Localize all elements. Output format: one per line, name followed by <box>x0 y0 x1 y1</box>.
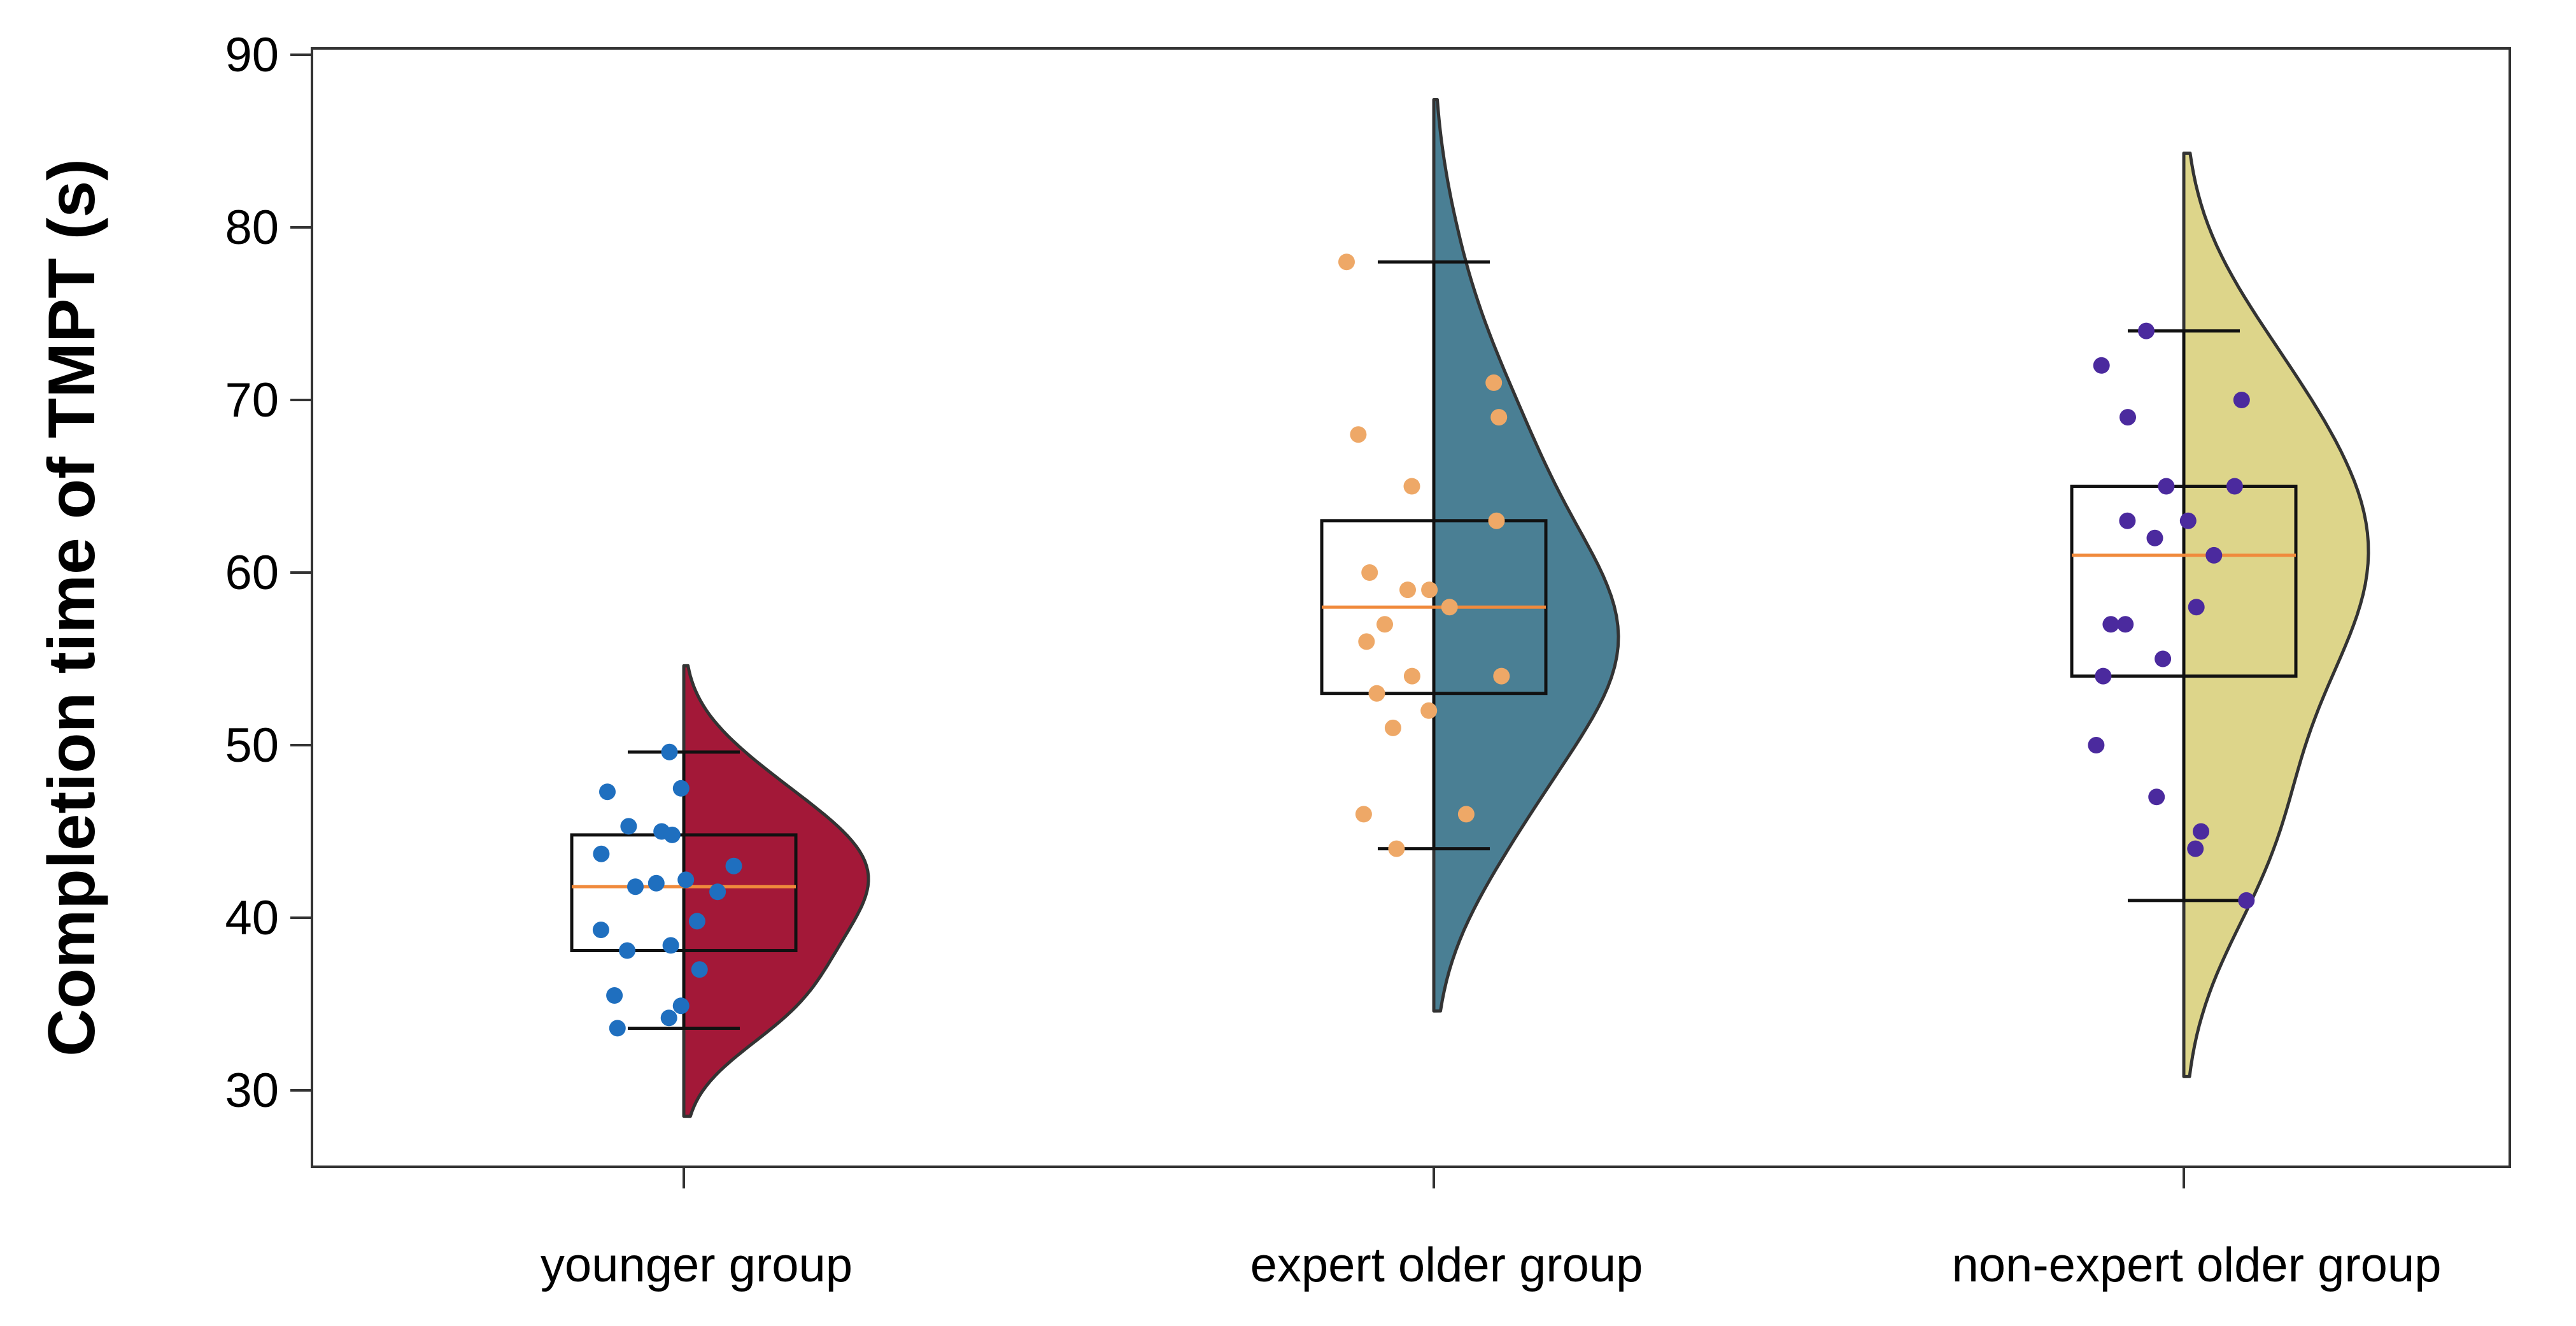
data-point <box>2205 546 2223 564</box>
data-point <box>593 845 610 862</box>
data-point <box>688 913 705 930</box>
data-point <box>677 871 695 888</box>
box-iqr <box>570 833 798 952</box>
data-point <box>672 997 690 1015</box>
data-point <box>1384 719 1401 736</box>
data-point <box>2102 616 2120 633</box>
data-point <box>2179 512 2197 529</box>
points-layer <box>592 253 2255 1037</box>
data-point <box>660 1009 677 1027</box>
data-point <box>2146 529 2163 546</box>
data-point <box>1490 409 1508 426</box>
data-point <box>1441 599 1458 616</box>
data-point <box>1358 633 1375 650</box>
data-point <box>1368 685 1385 702</box>
data-point <box>1403 478 1420 495</box>
data-point <box>2233 392 2250 408</box>
data-point <box>1421 581 1438 599</box>
violins-layer <box>682 97 2370 1118</box>
y-tick-label: 80 <box>225 201 279 255</box>
data-point <box>2158 478 2175 495</box>
data-point <box>620 818 637 835</box>
data-point <box>2093 357 2110 374</box>
data-point <box>691 961 708 978</box>
data-point <box>1457 806 1475 823</box>
data-point <box>663 826 681 843</box>
data-point <box>1420 702 1438 719</box>
data-point <box>2187 840 2204 857</box>
data-point <box>2119 512 2136 529</box>
y-tick-label: 50 <box>225 718 279 773</box>
data-point <box>1338 253 1355 271</box>
data-point <box>1350 426 1367 443</box>
data-point <box>2155 650 2172 667</box>
data-point <box>672 780 690 797</box>
data-point <box>599 783 616 801</box>
data-point <box>1485 374 1503 391</box>
data-point <box>661 743 678 760</box>
y-tick-label: 40 <box>225 891 279 945</box>
y-tick-label: 60 <box>225 546 279 600</box>
data-point <box>1399 581 1416 599</box>
data-point <box>627 878 644 895</box>
box-iqr <box>2070 485 2298 678</box>
data-point <box>609 1020 626 1037</box>
x-tick-label: expert older group <box>1250 1238 1643 1292</box>
data-point <box>1361 564 1378 581</box>
data-point <box>2117 616 2134 633</box>
data-point <box>725 857 742 874</box>
data-point <box>709 883 726 901</box>
y-axis: 30 40 50 60 70 80 90 <box>225 28 312 1118</box>
data-point <box>2238 892 2255 909</box>
data-point <box>592 922 609 938</box>
data-point <box>619 942 636 959</box>
data-point <box>662 937 679 954</box>
data-point <box>1493 667 1510 685</box>
data-point <box>2120 409 2136 426</box>
plot-frame <box>311 47 2511 1168</box>
violin-half <box>682 664 870 1118</box>
boxplots-layer <box>570 260 2298 1030</box>
x-tick-label: younger group <box>541 1238 853 1292</box>
data-point <box>2193 823 2209 840</box>
y-tick-label: 30 <box>225 1064 279 1118</box>
data-point <box>2088 737 2105 753</box>
data-point <box>1388 840 1405 857</box>
data-point <box>1376 616 1393 633</box>
data-point <box>2226 478 2243 495</box>
data-point <box>2188 599 2205 616</box>
x-axis: younger group expert older group non-exper… <box>541 1167 2442 1292</box>
y-tick-label: 90 <box>225 28 279 82</box>
y-axis-label: Completion time of TMPT (s) <box>35 159 109 1057</box>
data-point <box>648 874 665 892</box>
data-point <box>2148 788 2165 806</box>
x-tick-label: non-expert older group <box>1952 1238 2442 1292</box>
y-tick-label: 70 <box>225 373 279 427</box>
violin-half <box>1432 97 1620 1013</box>
data-point <box>2095 667 2112 685</box>
data-point <box>1355 806 1372 823</box>
data-point <box>2138 322 2155 339</box>
data-point <box>1488 512 1505 529</box>
data-point <box>1403 667 1420 685</box>
violin-half <box>2182 151 2370 1078</box>
data-point <box>606 987 623 1004</box>
